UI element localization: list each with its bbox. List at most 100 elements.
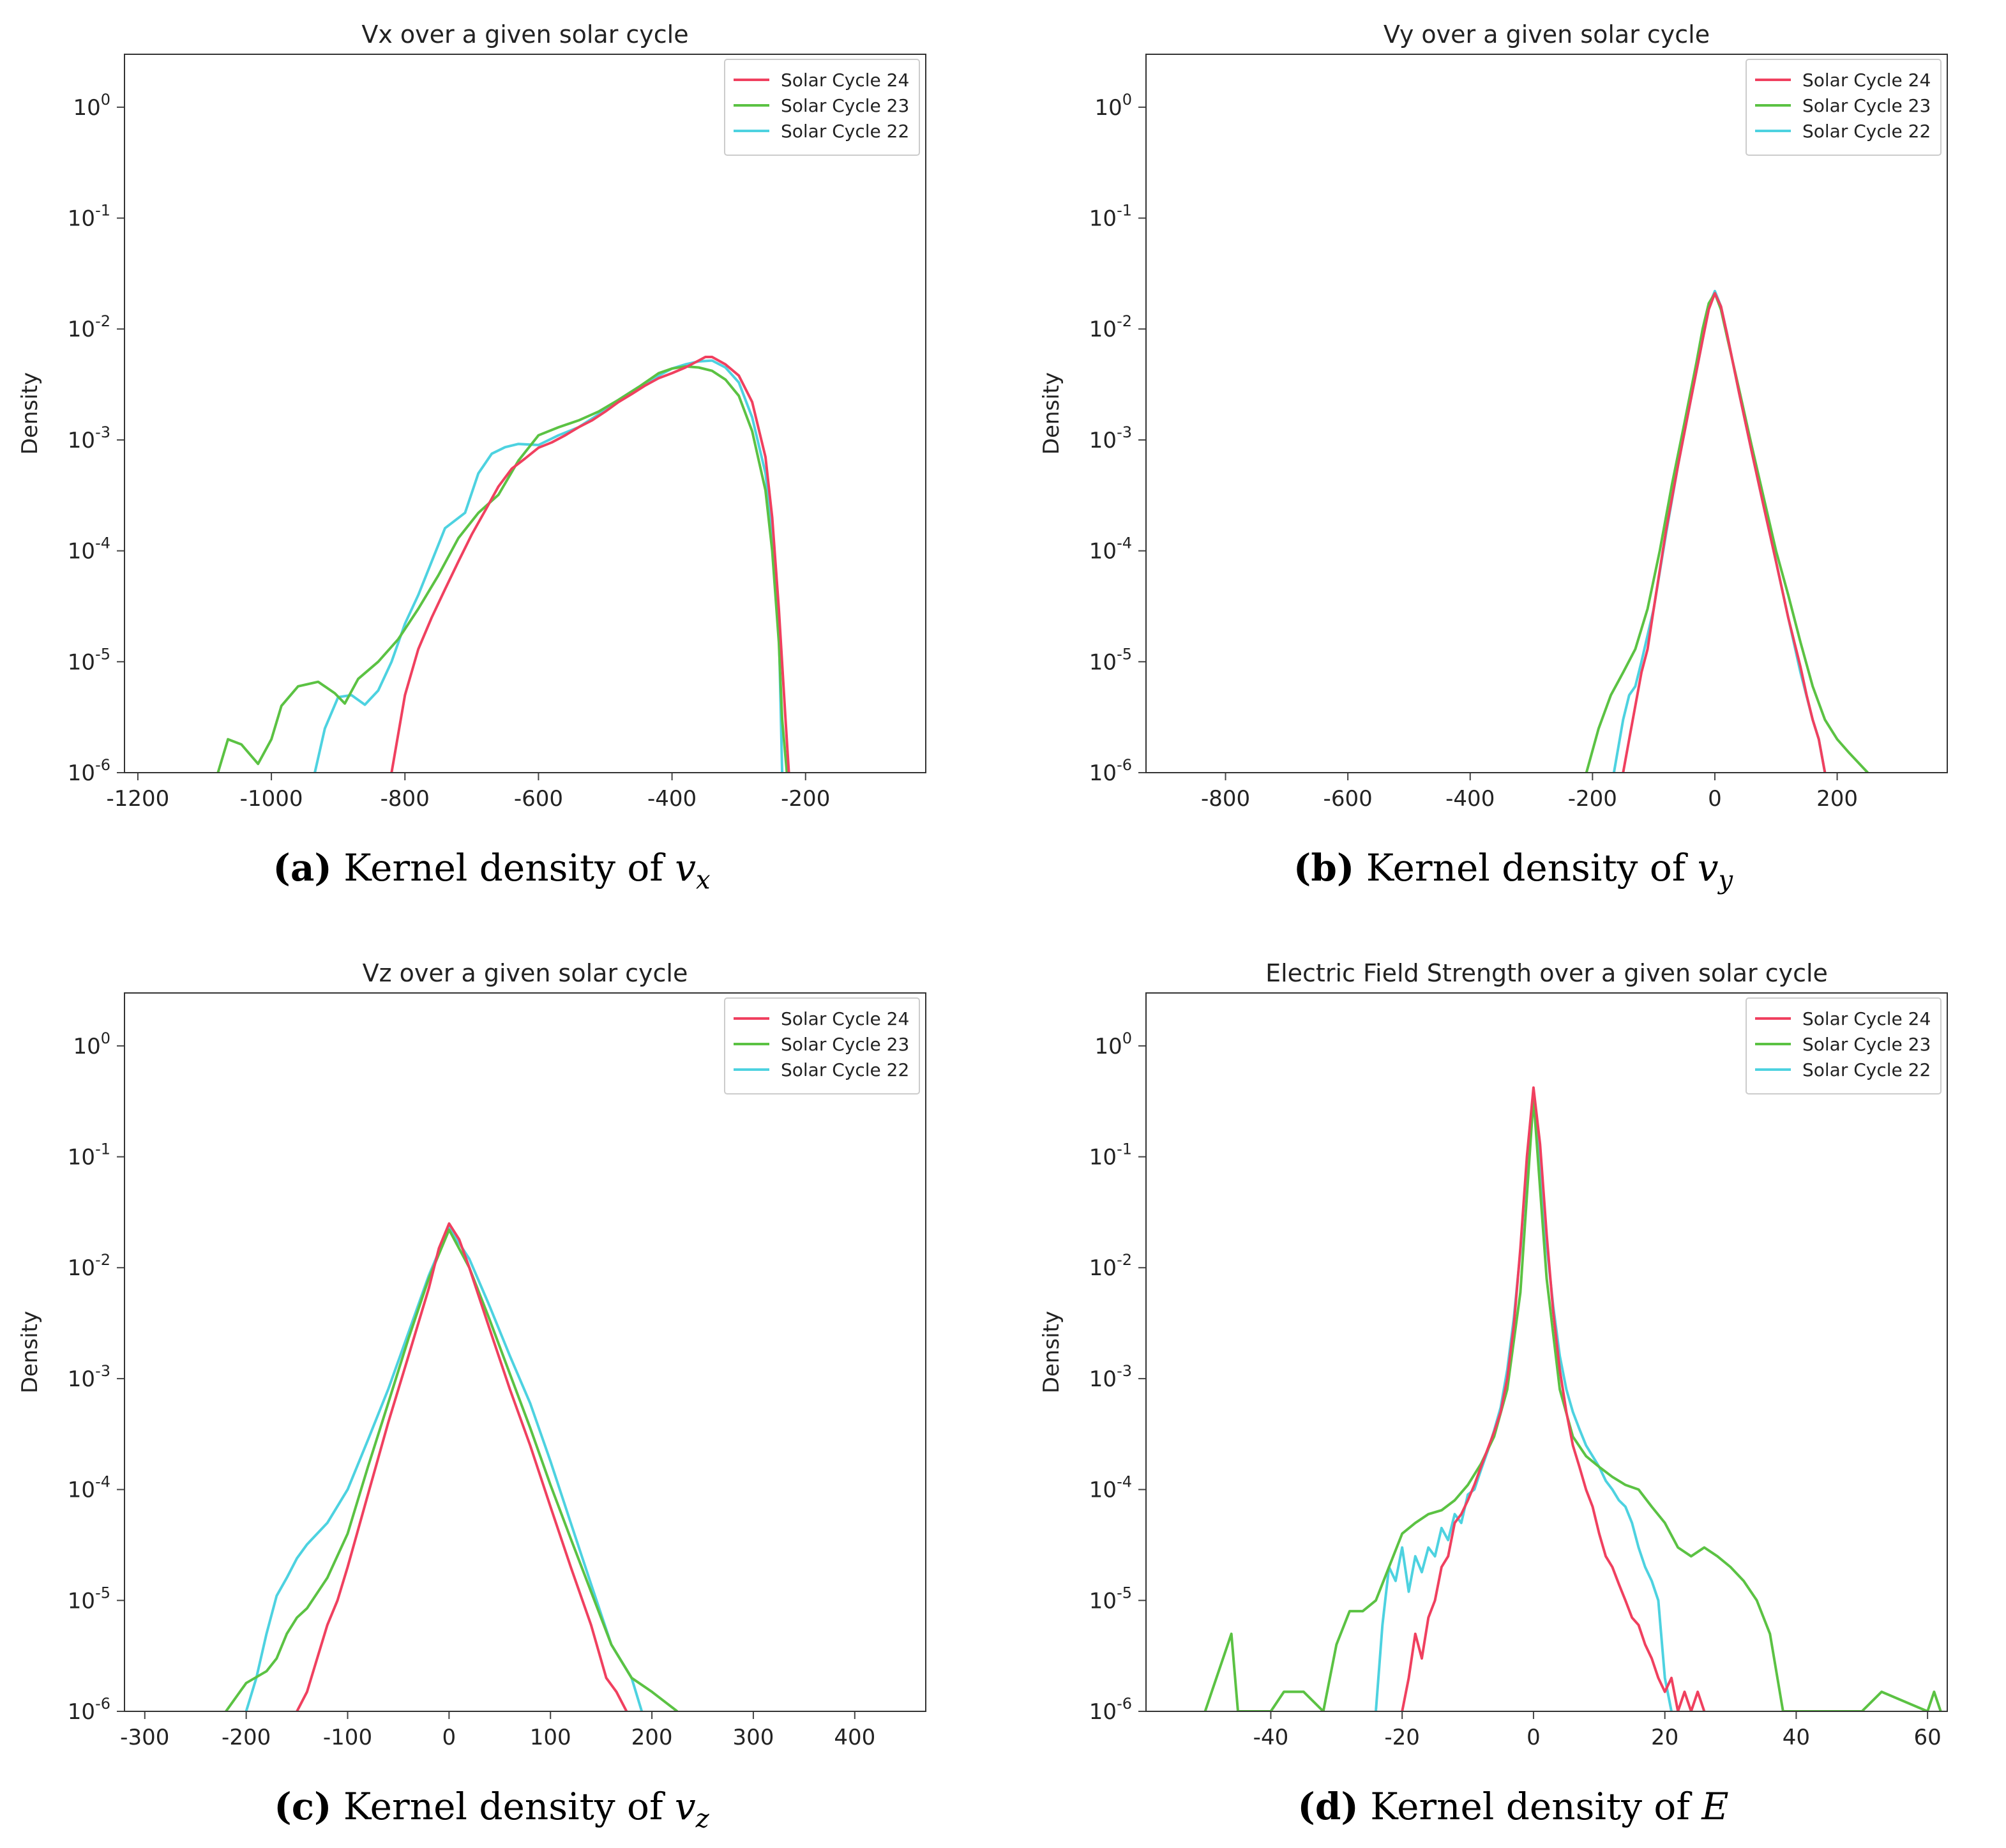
y-tick-label: 10-2 bbox=[1089, 1251, 1132, 1281]
y-tick-label: 10-4 bbox=[68, 534, 110, 564]
y-axis-label: Density bbox=[17, 1311, 43, 1393]
caption-a-var: v bbox=[675, 846, 697, 890]
x-tick-label: -1000 bbox=[240, 786, 303, 812]
x-tick-label: 40 bbox=[1783, 1725, 1810, 1750]
y-tick-label: 10-5 bbox=[68, 1584, 110, 1614]
legend-box bbox=[724, 997, 920, 1094]
chart-a: Vx over a given solar cycle Density 10-6 10… bbox=[17, 20, 926, 812]
y-tick-label: 10-3 bbox=[68, 423, 110, 453]
legend-label: Solar Cycle 22 bbox=[781, 121, 909, 142]
panel-d: Electric Field Strength over a given sol… bbox=[1022, 939, 2005, 1845]
x-tick-label: -100 bbox=[323, 1725, 372, 1750]
y-tick-label: 10-1 bbox=[68, 1140, 110, 1170]
x-tick-label: -600 bbox=[514, 786, 563, 812]
y-tick-label: 10-6 bbox=[68, 1695, 110, 1725]
y-tick-label: 10-4 bbox=[1089, 1473, 1132, 1503]
caption-d: (d) Kernel density of E bbox=[1022, 1785, 2005, 1834]
y-tick-label: 10-3 bbox=[1089, 1362, 1132, 1392]
caption-d-label: (d) bbox=[1297, 1785, 1359, 1828]
legend-box bbox=[724, 59, 920, 156]
series-line-solar-cycle-23 bbox=[216, 365, 788, 773]
x-tick-label: -40 bbox=[1253, 1725, 1289, 1750]
chart-title: Vz over a given solar cycle bbox=[363, 959, 688, 987]
caption-d-text: Kernel density of bbox=[1358, 1785, 1702, 1828]
x-tick-label: -600 bbox=[1324, 786, 1373, 812]
chart-c: Vz over a given solar cycle Density 10-6 10… bbox=[17, 959, 926, 1750]
series-line-solar-cycle-22 bbox=[313, 359, 784, 773]
x-tick-label: -1200 bbox=[107, 786, 170, 812]
panel-b: Vy over a given solar cycle Density 10-6 10… bbox=[1022, 0, 2005, 920]
caption-d-var: E bbox=[1701, 1785, 1729, 1828]
y-axis-label: Density bbox=[1039, 372, 1064, 455]
x-tick-label: 400 bbox=[834, 1725, 875, 1750]
y-tick-label: 10-6 bbox=[68, 756, 110, 786]
chart-title: Vx over a given solar cycle bbox=[361, 20, 688, 49]
caption-c-label: (c) bbox=[274, 1785, 332, 1828]
plot-frame bbox=[124, 54, 926, 773]
y-tick-label: 10-3 bbox=[1089, 423, 1132, 453]
caption-c-var: v bbox=[674, 1785, 696, 1828]
series-line-solar-cycle-24 bbox=[390, 356, 790, 773]
y-tick-label: 100 bbox=[1094, 1029, 1132, 1059]
legend-label: Solar Cycle 24 bbox=[1802, 70, 1931, 91]
y-tick-label: 10-2 bbox=[1089, 312, 1132, 342]
caption-a-sub: x bbox=[696, 865, 711, 895]
caption-b-sub: y bbox=[1718, 865, 1733, 895]
y-axis-label: Density bbox=[17, 372, 43, 455]
caption-b: (b) Kernel density of vy bbox=[1022, 846, 2005, 895]
caption-a: (a) Kernel density of vx bbox=[0, 846, 983, 895]
legend-box bbox=[1746, 59, 1942, 156]
panel-c: Vz over a given solar cycle Density 10-6 10… bbox=[0, 939, 983, 1845]
y-tick-label: 100 bbox=[73, 1029, 110, 1059]
legend-box bbox=[1746, 997, 1942, 1094]
chart-title: Electric Field Strength over a given sol… bbox=[1265, 959, 1828, 987]
legend-label: Solar Cycle 23 bbox=[1802, 1034, 1931, 1055]
y-tick-label: 100 bbox=[73, 91, 110, 121]
x-tick-label: 300 bbox=[732, 1725, 774, 1750]
panel-a: Vx over a given solar cycle Density 10-6 10… bbox=[0, 0, 983, 920]
series-line-solar-cycle-23 bbox=[225, 1228, 679, 1711]
x-tick-label: 100 bbox=[530, 1725, 571, 1750]
chart-title: Vy over a given solar cycle bbox=[1384, 20, 1710, 49]
caption-c: (c) Kernel density of vz bbox=[0, 1785, 983, 1834]
caption-a-label: (a) bbox=[273, 846, 332, 890]
legend-label: Solar Cycle 22 bbox=[1802, 121, 1931, 142]
y-tick-label: 10-5 bbox=[1089, 645, 1132, 675]
legend-label: Solar Cycle 23 bbox=[781, 95, 909, 116]
legend-label: Solar Cycle 23 bbox=[781, 1034, 909, 1055]
legend-label: Solar Cycle 24 bbox=[781, 1008, 909, 1029]
y-tick-label: 10-4 bbox=[1089, 534, 1132, 564]
series-line-solar-cycle-24 bbox=[1401, 1086, 1706, 1711]
series-line-solar-cycle-24 bbox=[1622, 292, 1827, 773]
x-tick-label: -20 bbox=[1384, 1725, 1420, 1750]
series-line-solar-cycle-22 bbox=[245, 1226, 644, 1711]
y-tick-label: 10-4 bbox=[68, 1473, 110, 1503]
x-tick-label: -200 bbox=[1568, 786, 1617, 812]
y-tick-label: 10-6 bbox=[1089, 1695, 1132, 1725]
x-tick-label: 0 bbox=[1708, 786, 1722, 812]
x-tick-label: -400 bbox=[647, 786, 697, 812]
series-line-solar-cycle-22 bbox=[1612, 289, 1827, 773]
x-tick-label: -800 bbox=[381, 786, 430, 812]
caption-c-sub: z bbox=[695, 1804, 709, 1834]
x-tick-label: 0 bbox=[1527, 1725, 1541, 1750]
x-tick-label: -800 bbox=[1201, 786, 1250, 812]
y-axis-label: Density bbox=[1039, 1311, 1064, 1393]
legend-label: Solar Cycle 22 bbox=[1802, 1059, 1931, 1080]
y-tick-label: 10-2 bbox=[68, 1251, 110, 1281]
y-tick-label: 10-1 bbox=[68, 202, 110, 232]
caption-b-label: (b) bbox=[1293, 846, 1355, 890]
x-tick-label: -200 bbox=[781, 786, 830, 812]
y-tick-label: 100 bbox=[1094, 91, 1132, 121]
caption-a-text: Kernel density of bbox=[331, 846, 675, 890]
x-tick-label: -300 bbox=[120, 1725, 169, 1750]
x-tick-label: -200 bbox=[222, 1725, 271, 1750]
caption-c-text: Kernel density of bbox=[331, 1785, 675, 1828]
legend-label: Solar Cycle 24 bbox=[781, 70, 909, 91]
plot-frame bbox=[124, 992, 926, 1712]
y-tick-label: 10-5 bbox=[68, 645, 110, 675]
x-tick-label: 60 bbox=[1914, 1725, 1942, 1750]
y-tick-label: 10-6 bbox=[1089, 756, 1132, 786]
x-tick-label: 200 bbox=[1816, 786, 1858, 812]
